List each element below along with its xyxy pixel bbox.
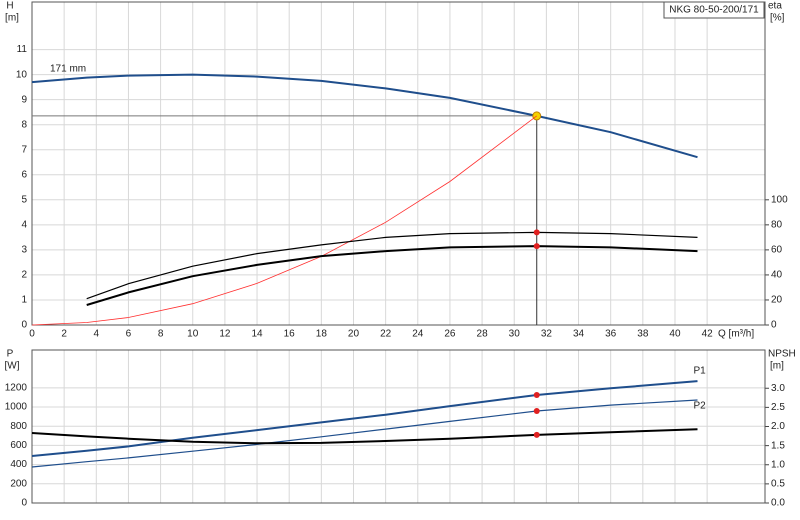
series-line <box>86 245 698 306</box>
y2-tick-label: 80 <box>771 219 783 230</box>
y-tick-label: 3 <box>21 245 27 256</box>
y-axis-unit: [m] <box>5 13 19 24</box>
x-tick-label: 16 <box>284 329 296 340</box>
y2-tick-label: 0.0 <box>771 498 785 509</box>
y2-tick-label: 60 <box>771 245 783 256</box>
operating-point <box>533 392 540 399</box>
series-label: P2 <box>693 401 706 412</box>
x-tick-label: 30 <box>509 329 521 340</box>
y-tick-label: 0 <box>21 320 27 331</box>
x-tick-label: 42 <box>702 329 714 340</box>
y-tick-label: 5 <box>21 194 27 205</box>
x-tick-label: 12 <box>219 329 231 340</box>
x-tick-label: 28 <box>477 329 489 340</box>
y-tick-label: 200 <box>10 478 27 489</box>
operating-point <box>533 408 540 415</box>
series-line <box>31 380 698 457</box>
y-tick-label: 1000 <box>5 402 28 413</box>
x-tick-label: 2 <box>61 329 67 340</box>
y2-axis-label: eta <box>768 1 782 12</box>
y-tick-label: 11 <box>17 44 28 55</box>
title-box <box>663 1 765 19</box>
y-axis-label: P <box>7 349 14 360</box>
x-tick-label: 8 <box>158 329 164 340</box>
x-tick-label: 22 <box>380 329 392 340</box>
x-tick-label: 10 <box>187 329 199 340</box>
x-tick-label: 6 <box>126 329 132 340</box>
y-tick-label: 10 <box>16 69 28 80</box>
curve-annotation: 171 mm <box>50 64 86 75</box>
y2-tick-label: 20 <box>771 295 783 306</box>
y-tick-label: 9 <box>21 94 27 105</box>
series-line <box>31 399 698 468</box>
x-tick-label: 26 <box>444 329 456 340</box>
x-tick-label: 36 <box>605 329 617 340</box>
x-tick-label: 20 <box>348 329 360 340</box>
y2-tick-label: 1.5 <box>771 440 785 451</box>
y-tick-label: 600 <box>10 440 27 451</box>
y-tick-label: 1200 <box>5 382 28 393</box>
series-line <box>31 115 537 326</box>
x-tick-label: 4 <box>94 329 100 340</box>
x-tick-label: 18 <box>316 329 328 340</box>
series-line <box>86 231 698 300</box>
y-tick-label: 8 <box>21 119 27 130</box>
y-tick-label: 800 <box>10 421 27 432</box>
x-tick-label: 14 <box>251 329 263 340</box>
y-tick-label: 0 <box>21 498 27 509</box>
y2-tick-label: 1.0 <box>771 459 785 470</box>
x-tick-label: 0 <box>29 329 35 340</box>
x-tick-label: 34 <box>573 329 585 340</box>
operating-point <box>533 229 540 236</box>
x-tick-label: 24 <box>412 329 424 340</box>
y-tick-label: 1 <box>21 295 27 306</box>
y-tick-label: 7 <box>21 144 27 155</box>
y2-tick-label: 2.5 <box>771 402 785 413</box>
y2-tick-label: 40 <box>771 270 783 281</box>
y-tick-label: 400 <box>10 459 27 470</box>
chart-title: NKG 80-50-200/171 <box>669 5 759 16</box>
y-axis-unit: [W] <box>5 361 20 372</box>
y2-tick-label: 0 <box>771 320 777 331</box>
y2-axis-label: NPSH <box>768 349 796 360</box>
x-axis-label: Q [m³/h] <box>718 329 754 340</box>
y2-tick-label: 3.0 <box>771 383 785 394</box>
y-tick-label: 2 <box>21 270 27 281</box>
operating-point <box>532 111 542 121</box>
y2-axis-unit: [%] <box>770 13 785 24</box>
y-tick-label: 4 <box>21 219 27 230</box>
y2-tick-label: 0.5 <box>771 479 785 490</box>
x-tick-label: 38 <box>637 329 649 340</box>
plot-frame <box>31 349 766 504</box>
y2-tick-label: 2.0 <box>771 421 785 432</box>
operating-point <box>533 243 540 250</box>
plot-frame <box>31 1 766 326</box>
series-line <box>31 428 698 445</box>
x-tick-label: 32 <box>541 329 553 340</box>
y-tick-label: 6 <box>21 169 27 180</box>
y2-tick-label: 100 <box>771 194 788 205</box>
operating-point <box>533 431 540 438</box>
y2-axis-unit: [m] <box>770 361 784 372</box>
series-label: P1 <box>693 366 706 377</box>
y-axis-label: H <box>6 1 13 12</box>
series-line <box>31 73 698 159</box>
x-tick-label: 40 <box>669 329 681 340</box>
